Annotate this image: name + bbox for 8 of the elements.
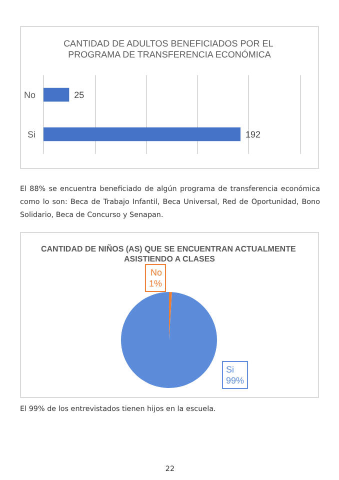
slice-label: Si	[226, 364, 234, 374]
chart-title: CANTIDAD DE ADULTOS BENEFICIADOS POR EL PROGRAMA DE TRANSFERENCIA ECONÓMICA	[64, 38, 276, 60]
chart-title: CANTIDAD DE NIÑOS (AS) QUE SE ENCUENTRAN ACTUALMENTE ASISTIENDO A CLASES	[40, 244, 298, 264]
data-label: 1%	[148, 278, 162, 288]
data-label: 192	[245, 129, 261, 140]
data-label: 25	[74, 90, 84, 100]
data-label: 99%	[226, 376, 244, 386]
slice-label: No	[150, 268, 162, 278]
